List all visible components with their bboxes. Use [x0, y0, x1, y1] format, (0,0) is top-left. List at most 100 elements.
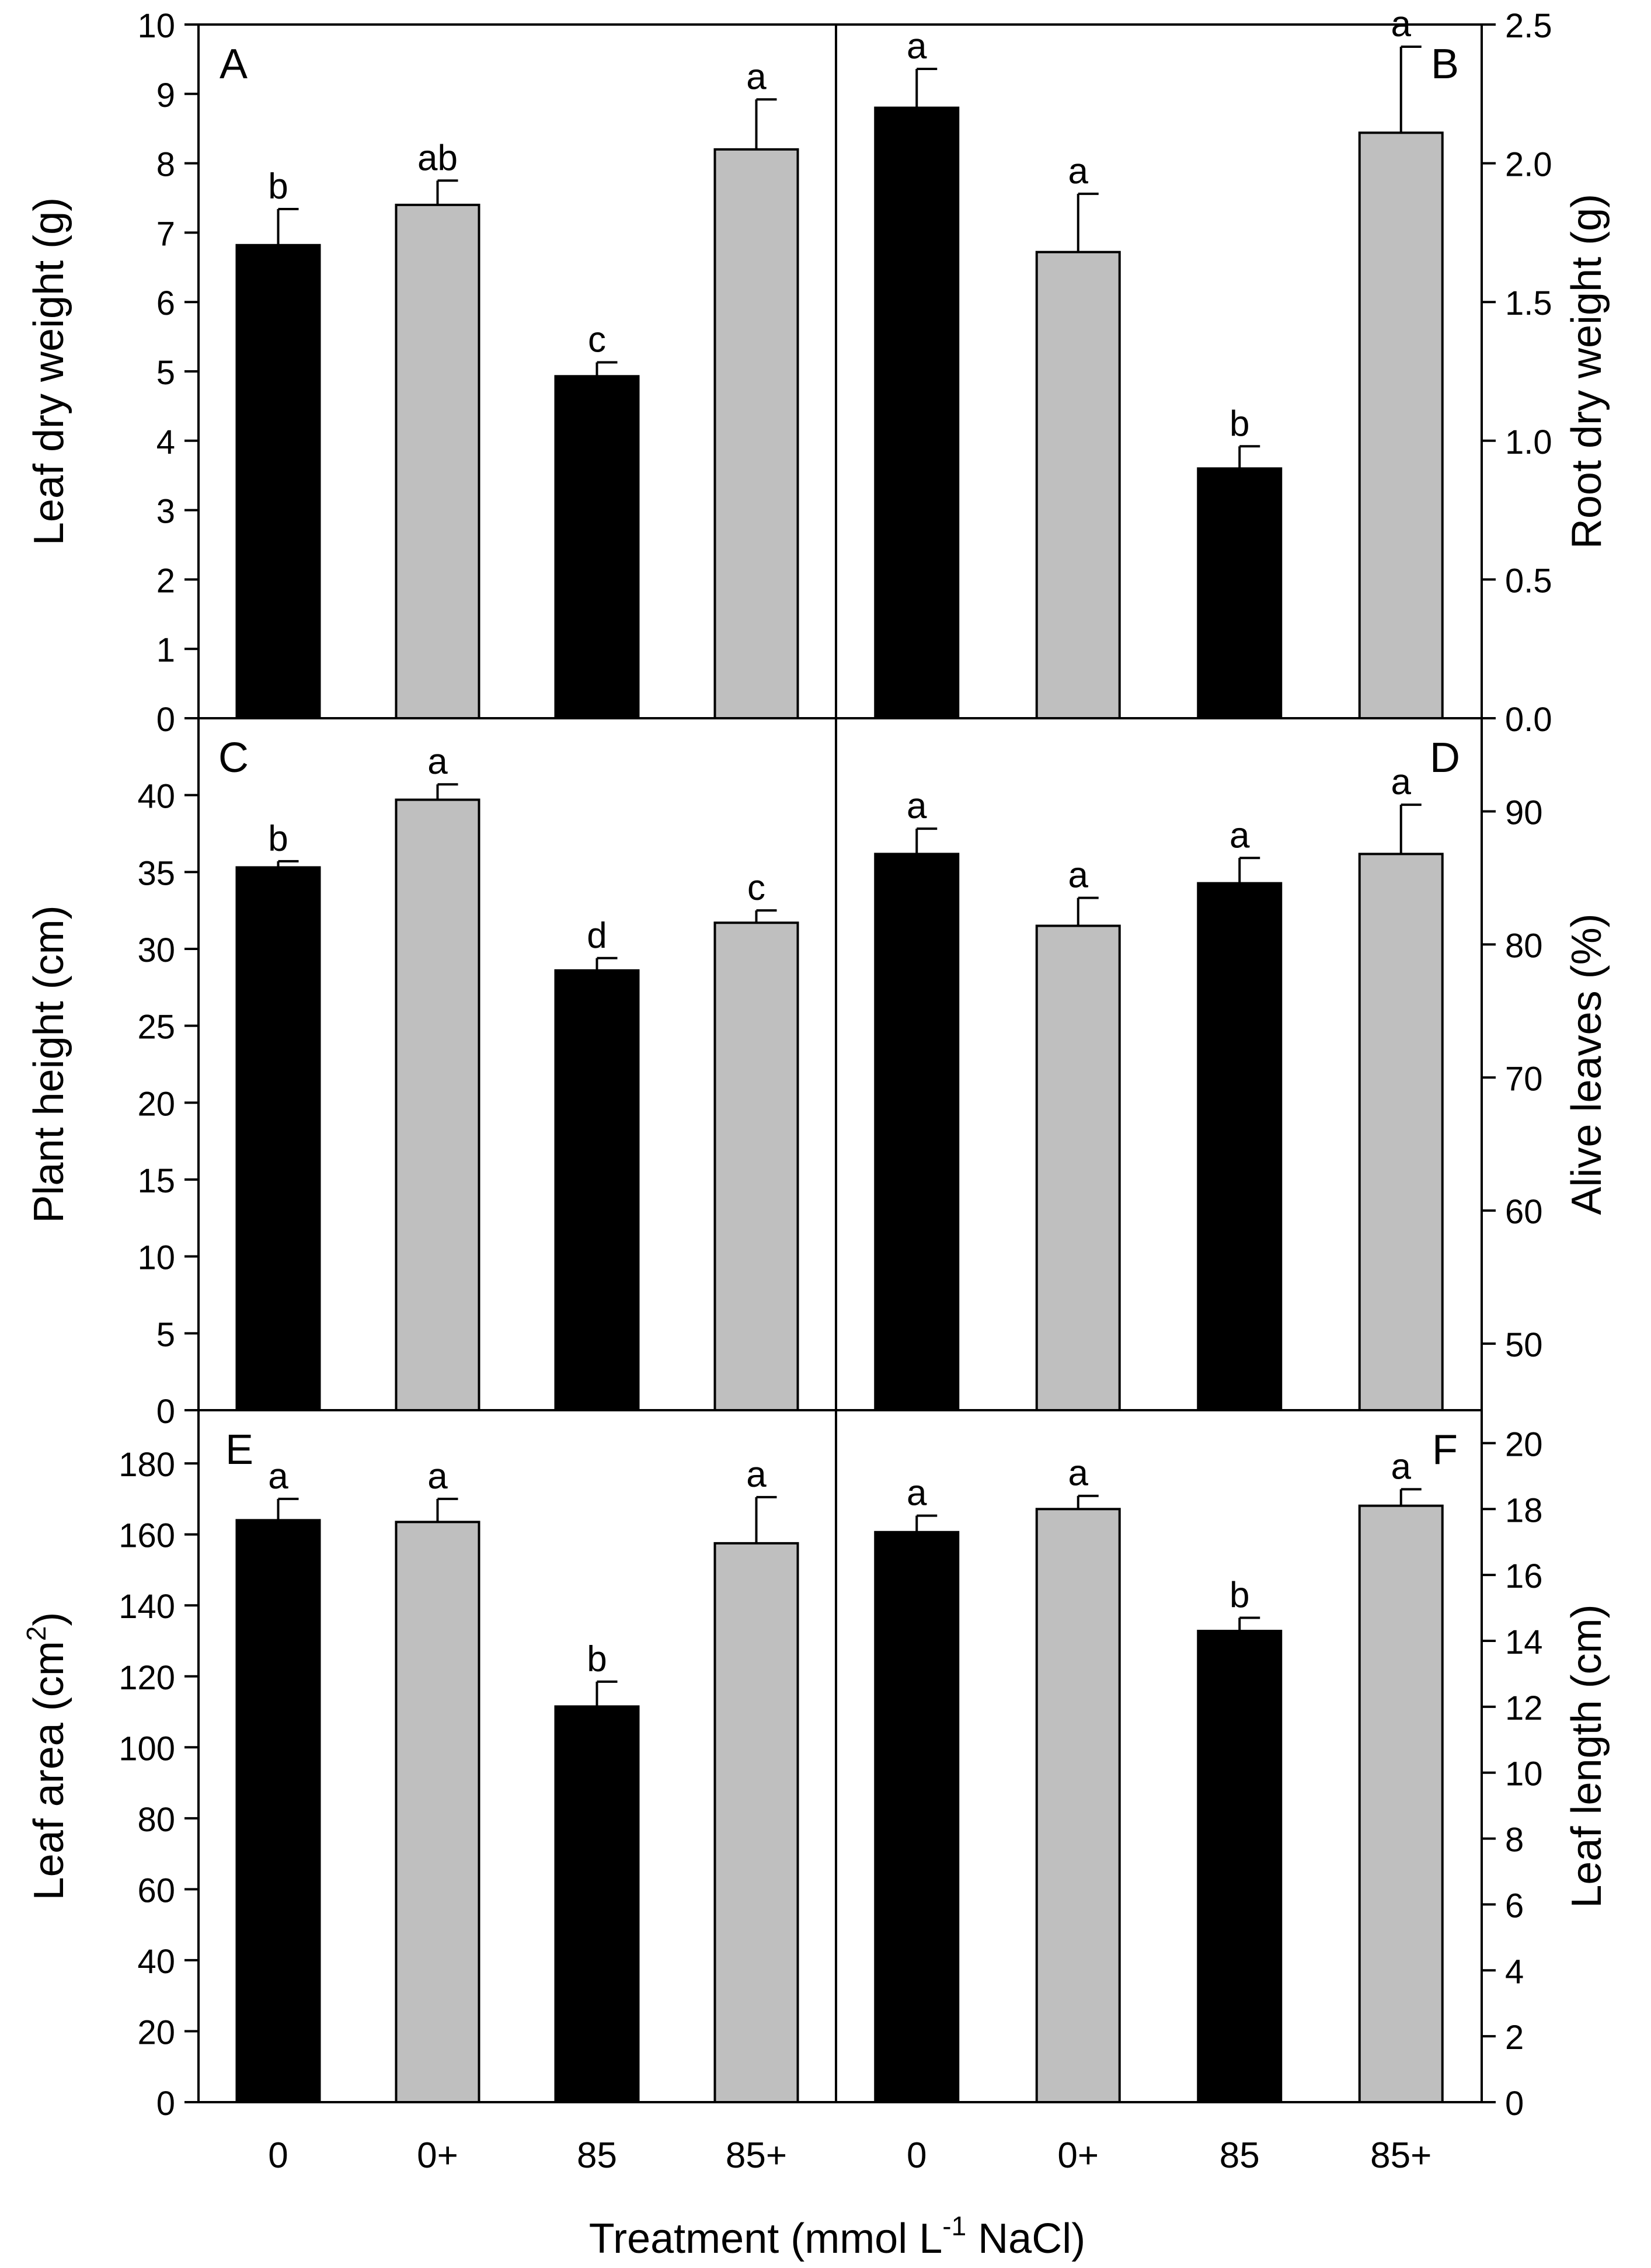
y-tick-label: 2 [1505, 2019, 1524, 2057]
significance-letter: a [1229, 815, 1250, 855]
bar [1358, 131, 1444, 719]
bar [235, 866, 321, 1411]
bar [713, 148, 799, 719]
y-tick-label: 0.5 [1505, 562, 1552, 600]
significance-letter: a [746, 1455, 767, 1495]
y-tick-label: 7 [156, 215, 175, 253]
y-tick-label: 10 [137, 7, 175, 45]
bar [713, 1542, 799, 2103]
y-tick-label: 20 [137, 2013, 175, 2051]
significance-letter: b [587, 1639, 607, 1679]
panel-letter: F [1432, 1427, 1458, 1473]
y-tick-label: 140 [119, 1588, 175, 1626]
y-tick-label: 12 [1505, 1689, 1543, 1727]
panel-frame [835, 1409, 1483, 2103]
significance-letter: a [427, 742, 448, 782]
y-tick-label: 4 [1505, 1953, 1524, 1991]
y-tick-label: 1 [156, 631, 175, 669]
bar [235, 244, 321, 719]
y-axis-title: Alive leaves (%) [1563, 913, 1610, 1215]
y-tick-label: 6 [1505, 1887, 1524, 1925]
bar [713, 921, 799, 1411]
x-tick-label: 0 [268, 2135, 288, 2176]
y-tick-label: 1.0 [1505, 423, 1552, 461]
y-tick-label: 40 [137, 1943, 175, 1981]
panel-letter: B [1431, 41, 1459, 88]
y-tick-label: 20 [1505, 1425, 1543, 1463]
y-tick-label: 10 [137, 1239, 175, 1277]
bar [1197, 882, 1283, 1411]
y-tick-label: 0.0 [1505, 701, 1552, 739]
significance-letter: a [1391, 1446, 1412, 1487]
y-tick-label: 80 [1505, 927, 1543, 965]
y-tick-label: 40 [137, 778, 175, 816]
y-tick-label: 0 [1505, 2085, 1524, 2123]
panel-letter: A [220, 41, 248, 88]
y-axis-title-tail: ) [26, 1612, 72, 1626]
significance-letter: a [1391, 4, 1412, 44]
bar [235, 1519, 321, 2103]
y-tick-label: 1.5 [1505, 284, 1552, 322]
y-tick-label: 2 [156, 562, 175, 600]
bar [874, 106, 960, 719]
bar [395, 203, 480, 719]
y-tick-label: 4 [156, 423, 175, 461]
y-tick-label: 80 [137, 1801, 175, 1839]
y-tick-label: 160 [119, 1517, 175, 1555]
y-axis-title: Leaf dry weight (g) [26, 197, 72, 545]
y-tick-label: 0 [156, 2085, 175, 2123]
bar [874, 1530, 960, 2103]
y-tick-label: 70 [1505, 1060, 1543, 1098]
y-tick-label: 15 [137, 1162, 175, 1200]
significance-letter: b [1229, 403, 1249, 444]
panel-d: 50 60 70 80 90 Alive leaves (%) Da a a a [835, 717, 1610, 1411]
significance-letter: a [268, 1456, 288, 1497]
panel-b: 0.0 0.5 1.0 1.5 2.0 2.5 Root dry weight (g) Ba a… [835, 4, 1610, 739]
bar [1197, 1630, 1283, 2104]
x-tick-label: 85+ [726, 2135, 787, 2176]
bar [1035, 1508, 1121, 2103]
y-tick-label: 5 [156, 354, 175, 392]
significance-letter: a [907, 26, 927, 67]
significance-letter: a [427, 1456, 448, 1497]
y-axis-title-main: Leaf area (cm [26, 1641, 72, 1900]
x-tick-label: 0+ [417, 2135, 458, 2176]
y-tick-label: 25 [137, 1008, 175, 1046]
x-tick-label: 0 [907, 2135, 926, 2176]
significance-letter: c [588, 320, 606, 360]
x-tick-label: 0+ [1057, 2135, 1099, 2176]
y-tick-label: 60 [137, 1872, 175, 1909]
bar [1358, 853, 1444, 1411]
significance-letter: a [907, 786, 927, 826]
panel-letter: E [225, 1427, 253, 1473]
x-tick-label: 85 [577, 2135, 617, 2176]
y-axis-title: Root dry weight (g) [1563, 194, 1610, 549]
significance-letter: c [747, 868, 765, 908]
significance-letter: a [1068, 151, 1089, 192]
y-tick-label: 3 [156, 493, 175, 531]
y-tick-label: 180 [119, 1446, 175, 1484]
y-tick-label: 14 [1505, 1623, 1543, 1661]
bar [1358, 1504, 1444, 2103]
y-tick-label: 6 [156, 284, 175, 322]
panel-letter: D [1430, 735, 1460, 781]
bar [1035, 251, 1121, 719]
panel-letter: C [218, 735, 249, 781]
significance-letter: a [1068, 1453, 1089, 1494]
y-tick-label: 30 [137, 931, 175, 969]
y-tick-label: 9 [156, 76, 175, 114]
y-tick-label: 120 [119, 1659, 175, 1697]
bar [395, 798, 480, 1411]
y-tick-label: 50 [1505, 1326, 1543, 1364]
x-tick-label: 85+ [1370, 2135, 1431, 2176]
y-tick-label: 10 [1505, 1755, 1543, 1793]
significance-letter: b [268, 166, 288, 207]
y-axis-title: Plant height (cm) [26, 905, 72, 1223]
panel-f: 0 2 4 6 8 10 12 14 16 18 20 Leaf length (cm) Fa a b a 0 0… [835, 1409, 1610, 2176]
bar [1197, 467, 1283, 719]
x-axis-title: Treatment (mmol L-1 NaCl) [589, 2211, 1085, 2262]
bar [554, 969, 640, 1412]
